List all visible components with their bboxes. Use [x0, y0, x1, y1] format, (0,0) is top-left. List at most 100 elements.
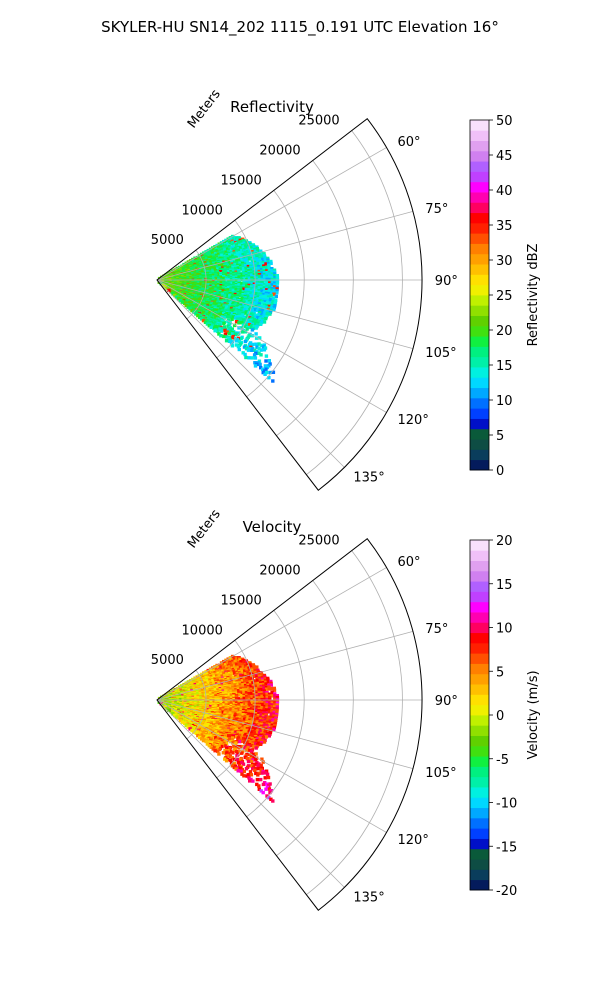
echo-gate: [270, 301, 275, 306]
echo-gate: [241, 671, 245, 675]
echo-gate: [225, 681, 229, 685]
echo-gate: [233, 659, 237, 663]
echo-gate: [269, 715, 273, 720]
echo-gate: [228, 246, 232, 250]
echo-gate: [268, 696, 272, 700]
echo-gate: [216, 245, 220, 250]
echo-gate: [263, 257, 267, 261]
echo-gate: [270, 303, 274, 307]
echo-gate: [273, 692, 277, 696]
echo-gate: [262, 320, 267, 324]
echo-gate: [267, 692, 272, 696]
echo-gate: [239, 703, 244, 707]
echo-gate: [239, 311, 243, 315]
echo-gate: [224, 281, 228, 285]
echo-gate: [251, 670, 255, 674]
echo-gate: [252, 664, 256, 669]
echo-gate: [270, 710, 274, 714]
echo-gate: [224, 298, 228, 302]
echo-gate: [236, 301, 241, 305]
azimuth-tick-label: 75°: [425, 202, 448, 217]
echo-gate: [236, 266, 240, 270]
echo-gate: [197, 297, 201, 302]
echo-gate: [219, 310, 223, 315]
echo-gate: [219, 258, 223, 262]
echo-gate: [261, 257, 265, 262]
echo-gate: [270, 721, 275, 726]
echo-gate: [226, 301, 230, 305]
echo-gate: [243, 717, 247, 721]
echo-gate: [239, 691, 244, 695]
echo-gate: [273, 694, 277, 698]
echo-gate: [256, 315, 260, 320]
echo-gate: [241, 351, 245, 355]
echo-gate: [217, 319, 221, 324]
echo-gate: [269, 294, 273, 298]
echo-gate: [222, 334, 226, 339]
echo-gate: [272, 710, 276, 715]
echo-gate: [237, 339, 242, 343]
echo-gate: [252, 274, 257, 279]
panel-title: Reflectivity: [230, 98, 314, 116]
echo-gate: [273, 705, 277, 709]
echo-gate: [248, 308, 252, 312]
echo-gate: [226, 257, 231, 261]
echo-gate: [219, 697, 223, 701]
echo-gate: [220, 263, 224, 267]
echo-gate: [275, 291, 279, 295]
echo-gate: [275, 711, 279, 715]
echo-gate: [231, 656, 235, 660]
echo-gate: [221, 677, 225, 682]
echo-gate: [235, 657, 239, 661]
echo-gate: [234, 676, 238, 680]
echo-gate: [205, 322, 210, 326]
echo-gate: [213, 245, 218, 250]
echo-gate: [225, 330, 229, 334]
echo-gate: [265, 274, 269, 278]
echo-gate: [250, 328, 255, 332]
echo-gate: [219, 329, 224, 333]
echo-gate: [240, 330, 245, 334]
azimuth-gridline: [156, 279, 345, 468]
echo-gate: [259, 348, 263, 352]
echo-gate: [190, 308, 194, 313]
colorbar-swatch: [470, 325, 489, 337]
colorbar-swatch: [470, 150, 489, 162]
echo-gate: [257, 277, 262, 282]
echo-gate: [229, 279, 234, 283]
echo-gate: [267, 704, 272, 709]
echo-gate: [222, 680, 226, 685]
range-ring: [276, 160, 354, 437]
echo-gate: [252, 353, 257, 357]
colorbar-swatch: [470, 377, 489, 389]
echo-gate: [227, 275, 231, 280]
echo-gate: [249, 325, 253, 329]
echo-gate: [217, 332, 221, 336]
echo-gate: [253, 315, 258, 319]
echo-gate: [264, 262, 268, 266]
echo-gate: [236, 344, 241, 349]
echo-gate: [269, 683, 273, 687]
echo-gate: [259, 672, 264, 677]
echo-gate: [264, 289, 269, 294]
echo-gate: [261, 367, 265, 371]
echo-gate: [227, 339, 232, 343]
echo-gate: [219, 276, 223, 280]
echo-gate: [227, 692, 231, 696]
echo-gate: [268, 703, 272, 707]
echo-gate: [226, 687, 230, 692]
range-tick-label: 15000: [220, 173, 261, 188]
echo-gate: [270, 274, 274, 278]
echo-gate: [230, 317, 234, 321]
echo-gate: [226, 285, 231, 290]
colorbar-swatch: [470, 253, 489, 265]
echo-gate: [183, 301, 187, 306]
colorbar-swatch: [470, 181, 489, 193]
echo-gate: [247, 703, 251, 708]
echo-gate: [223, 328, 227, 333]
echo-gate: [212, 261, 216, 265]
colorbar-swatch: [470, 387, 489, 399]
echo-gate: [252, 302, 256, 307]
echo-gate: [228, 685, 232, 689]
echo-gate: [216, 252, 221, 256]
